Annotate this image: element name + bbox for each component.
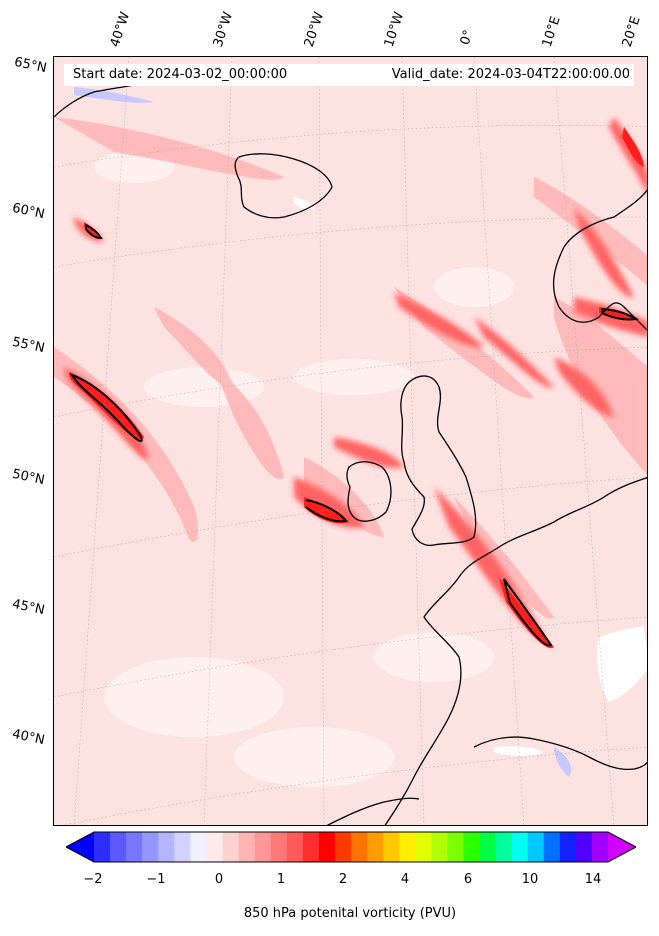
lon-label-20e: 20°E: [619, 14, 644, 50]
colorbar-swatch: [190, 832, 207, 862]
graticule-lines: [54, 57, 647, 825]
colorbar-swatch: [334, 832, 352, 862]
colorbar-swatch: [174, 832, 191, 862]
colorbar-swatch: [222, 832, 240, 862]
colorbar-min-arrow: [66, 832, 94, 862]
colorbar-swatch: [318, 832, 336, 862]
colorbar-tick-label: 6: [463, 872, 473, 887]
colorbar-swatch: [142, 832, 159, 862]
colorbar-swatch: [94, 832, 111, 862]
lon-label-0: 0°: [457, 28, 477, 47]
colorbar-tick-label: 14: [584, 872, 602, 887]
colorbar-swatch: [286, 832, 304, 862]
colorbar-max-arrow: [608, 832, 636, 862]
pv-field-map: [54, 57, 647, 825]
colorbar-swatch: [254, 832, 272, 862]
colorbar-tick-label: −1: [146, 872, 166, 887]
colorbar-swatch: [511, 832, 529, 862]
colorbar-swatch: [431, 832, 448, 862]
lat-label-45n: 45°N: [10, 596, 46, 619]
colorbar-tick-label: −2: [83, 872, 103, 887]
start-date-label: Start date: 2024-03-02_00:00:00: [73, 67, 288, 82]
colorbar-swatch: [206, 832, 223, 862]
colorbar-tick-label: 4: [400, 872, 410, 887]
date-info-bar: Start date: 2024-03-02_00:00:00 Valid_da…: [64, 64, 634, 86]
pv-contour-lines: [69, 223, 639, 647]
colorbar-swatch: [302, 832, 320, 862]
colorbar-swatch: [351, 832, 368, 862]
colorbar-swatch: [110, 832, 127, 862]
colorbar-swatch: [399, 832, 416, 862]
colorbar-swatch: [559, 832, 577, 862]
lon-label-10e: 10°E: [539, 14, 564, 50]
colorbar-tick-label: 10: [521, 872, 539, 887]
colorbar-swatch: [575, 832, 593, 862]
colorbar-swatch: [270, 832, 288, 862]
lat-label-65n: 65°N: [12, 54, 48, 77]
colorbar-swatch: [126, 832, 143, 862]
lon-label-20w: 20°W: [301, 10, 328, 49]
lon-label-40w: 40°W: [107, 10, 134, 49]
colorbar-swatch: [447, 832, 464, 862]
colorbar-swatch: [591, 832, 609, 862]
lat-label-55n: 55°N: [10, 334, 46, 357]
colorbar-tick-label: 2: [338, 872, 348, 887]
colorbar-swatch: [238, 832, 256, 862]
colorbar-label: 850 hPa potenital vorticity (PVU): [243, 906, 457, 921]
lat-label-50n: 50°N: [10, 466, 46, 489]
lat-label-40n: 40°N: [10, 726, 46, 749]
colorbar-swatch: [479, 832, 497, 862]
valid-date-label: Valid_date: 2024-03-04T22:00:00.00: [391, 67, 630, 82]
colorbar-tick-label: 0: [214, 872, 224, 887]
colorbar-swatch: [415, 832, 432, 862]
colorbar-tick-label: 1: [276, 872, 286, 887]
colorbar-outline: [66, 831, 636, 863]
colorbar-swatch: [158, 832, 175, 862]
colorbar-swatch: [495, 832, 513, 862]
pv-negative-patches: [74, 87, 647, 777]
lon-label-30w: 30°W: [210, 10, 237, 49]
colorbar: [66, 831, 636, 863]
colorbar-swatch: [383, 832, 400, 862]
colorbar-swatch: [367, 832, 384, 862]
colorbar-swatch: [543, 832, 561, 862]
map-panel: [53, 56, 648, 826]
lon-label-10w: 10°W: [381, 10, 408, 49]
colorbar-swatch: [527, 832, 545, 862]
lat-label-60n: 60°N: [10, 200, 46, 223]
colorbar-swatch: [463, 832, 480, 862]
coastlines: [54, 84, 647, 825]
